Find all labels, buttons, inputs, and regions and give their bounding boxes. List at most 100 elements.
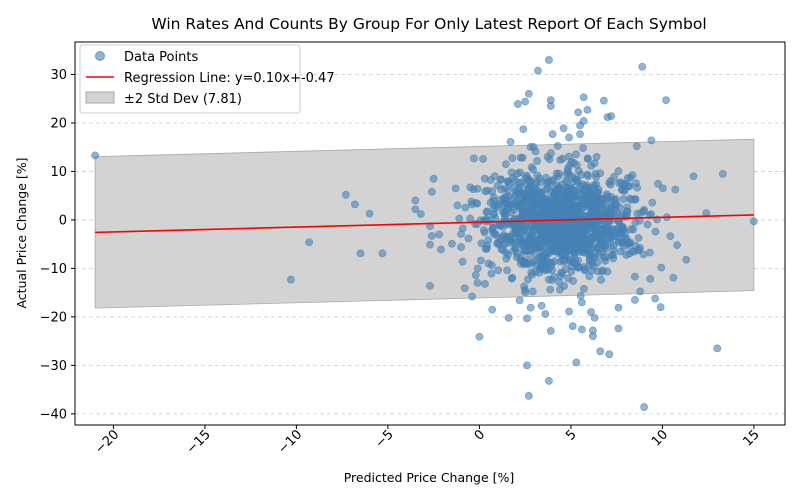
data-point [657, 263, 666, 272]
data-point [480, 228, 489, 237]
x-tick-label: −10 [275, 427, 305, 457]
data-point [471, 271, 480, 280]
data-point [638, 62, 647, 71]
data-point [519, 222, 527, 231]
data-point [530, 243, 539, 252]
data-point [473, 279, 482, 287]
data-point [305, 238, 314, 247]
data-point [426, 240, 434, 249]
data-point [503, 266, 512, 275]
data-point [537, 188, 546, 197]
data-point [521, 97, 530, 106]
data-point [645, 248, 654, 257]
data-point [631, 218, 640, 227]
data-point [586, 239, 595, 248]
data-point [502, 248, 510, 257]
data-point [489, 193, 498, 202]
data-point [601, 256, 610, 265]
data-point [517, 202, 525, 211]
x-tick-label: −15 [184, 427, 214, 457]
data-point [490, 172, 499, 181]
data-point [558, 196, 567, 205]
data-point [574, 256, 583, 265]
data-point [586, 198, 594, 207]
data-point [540, 223, 548, 232]
data-point [524, 89, 533, 98]
data-point [531, 180, 540, 188]
data-point [537, 301, 546, 310]
data-point [556, 237, 564, 246]
data-point [658, 184, 667, 193]
data-point [520, 189, 529, 198]
data-point [529, 143, 538, 151]
data-point [597, 275, 605, 284]
data-point [494, 266, 503, 275]
data-point [614, 324, 623, 333]
data-point [590, 313, 599, 322]
data-point [555, 278, 564, 287]
data-point [516, 153, 525, 162]
data-point [468, 292, 476, 301]
data-point [548, 130, 557, 139]
data-point [565, 161, 574, 170]
data-point [480, 174, 489, 183]
data-point [546, 102, 555, 110]
y-tick-label: 30 [50, 68, 67, 83]
data-point [567, 183, 575, 192]
data-point [656, 303, 665, 312]
plot-frame [74, 41, 786, 426]
data-point [495, 221, 504, 230]
data-point [569, 241, 577, 250]
legend-band-label: ±2 Std Dev (7.81) [124, 92, 242, 107]
data-point [411, 196, 420, 205]
data-point [481, 244, 490, 253]
data-point [651, 294, 659, 303]
data-point [527, 201, 536, 209]
data-point [622, 251, 631, 259]
data-point [580, 266, 589, 275]
data-point [351, 200, 359, 209]
data-point [448, 239, 456, 248]
data-point [509, 222, 518, 231]
data-point [565, 307, 573, 316]
data-point [556, 285, 564, 294]
data-point [607, 112, 616, 121]
data-point [470, 154, 478, 163]
data-point [466, 183, 475, 192]
data-point [627, 225, 635, 234]
data-point [500, 193, 509, 202]
data-point [632, 142, 641, 151]
data-point [588, 332, 597, 341]
data-point [579, 117, 588, 125]
data-point [581, 185, 590, 194]
data-point [513, 169, 522, 178]
data-point [526, 303, 535, 312]
data-point [482, 208, 491, 217]
data-point [596, 169, 605, 178]
data-point [528, 287, 537, 296]
data-point [545, 56, 553, 64]
data-point [508, 154, 517, 162]
data-point [477, 256, 485, 265]
data-point [482, 215, 490, 224]
data-point [457, 230, 466, 238]
data-point [541, 310, 550, 318]
data-point [614, 167, 623, 176]
data-point [587, 308, 595, 316]
data-point [543, 152, 552, 161]
data-point [435, 230, 444, 239]
x-tick-label: 0 [472, 427, 488, 443]
data-point [565, 133, 573, 142]
data-point [515, 296, 524, 305]
data-point [621, 212, 630, 221]
data-point [579, 285, 588, 293]
data-point [523, 314, 531, 323]
y-tick-label: −10 [40, 262, 67, 277]
data-point [461, 203, 470, 212]
data-point [587, 162, 596, 170]
data-point [575, 208, 584, 217]
data-point [287, 275, 295, 284]
data-point [662, 96, 670, 105]
data-point [519, 125, 528, 134]
data-point [547, 222, 556, 231]
